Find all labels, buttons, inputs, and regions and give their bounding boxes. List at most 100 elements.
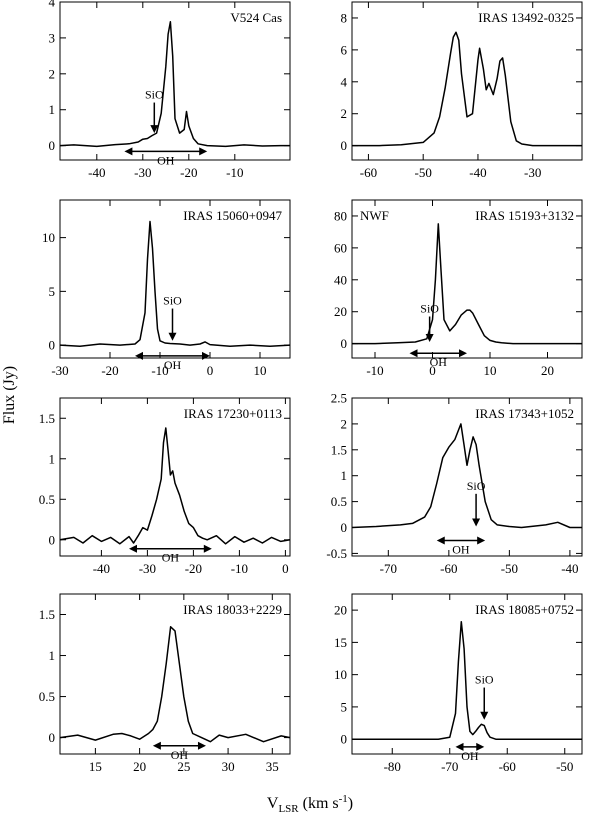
y-tick-label: 15 — [334, 635, 347, 650]
y-tick-label: 0 — [49, 138, 56, 153]
oh-arrowhead-right — [202, 351, 210, 360]
y-tick-label: 5 — [341, 699, 348, 714]
y-tick-label: 10 — [334, 667, 347, 682]
x-tick-label: 25 — [177, 759, 190, 774]
x-tick-label: 0 — [429, 363, 436, 378]
panel-frame — [351, 397, 583, 557]
spectrum-line — [351, 423, 582, 529]
oh-arrowhead-right — [476, 742, 485, 751]
y-tick-label: 1.5 — [331, 442, 347, 457]
panel-title: IRAS 18033+2229 — [183, 602, 282, 617]
oh-arrowhead-left — [436, 536, 445, 545]
panel-frame — [59, 593, 291, 755]
spectrum-panel: -60 -50 -40 -30 0 2 4 6 8 IRAS 13492-0325 — [341, 1, 583, 180]
y-tick-label: 1 — [49, 451, 56, 466]
panel-frame — [351, 199, 583, 359]
spectrum-line — [59, 427, 291, 545]
x-tick-label: -20 — [185, 561, 202, 576]
x-tick-label: -10 — [366, 363, 383, 378]
panel-frame — [59, 1, 291, 161]
panel-title: IRAS 17343+1052 — [475, 406, 574, 421]
x-tick-label: 15 — [89, 759, 102, 774]
y-tick-label: 60 — [334, 240, 347, 255]
oh-arrowhead-right — [203, 544, 212, 553]
x-tick-label: -10 — [226, 165, 243, 180]
sio-arrowhead — [472, 518, 481, 527]
y-tick-label: 20 — [334, 304, 347, 319]
oh-label: OH — [164, 358, 182, 372]
x-tick-label: -60 — [440, 561, 457, 576]
x-tick-label: -10 — [231, 561, 248, 576]
x-tick-label: 0 — [282, 561, 289, 576]
sio-arrowhead — [480, 711, 489, 720]
oh-label: OH — [157, 153, 175, 167]
y-tick-label: 2 — [49, 66, 56, 81]
x-tick-label: -30 — [51, 363, 68, 378]
oh-label: OH — [452, 542, 470, 556]
x-tick-label: -30 — [134, 165, 151, 180]
x-tick-label: -50 — [501, 561, 518, 576]
y-tick-label: 0 — [341, 732, 348, 747]
panel-frame — [351, 593, 583, 755]
oh-arrowhead-left — [124, 147, 133, 156]
spectrum-panel: -10 0 10 20 0 20 40 60 80 IRAS 15193+3132 NWF SiO OH — [334, 199, 583, 378]
panel-frame — [59, 199, 291, 359]
panel-title: IRAS 17230+0113 — [184, 406, 282, 421]
panel-title: IRAS 18085+0752 — [475, 602, 574, 617]
x-tick-label: -30 — [139, 561, 156, 576]
y-tick-label: 0.5 — [331, 494, 347, 509]
x-tick-label: 20 — [133, 759, 146, 774]
y-axis-label: Flux (Jy) — [1, 366, 18, 424]
sio-label: SiO — [145, 88, 164, 102]
panel-frame — [59, 397, 291, 557]
x-tick-label: -50 — [556, 759, 573, 774]
sio-arrowhead — [150, 125, 159, 134]
panel-title: IRAS 15193+3132 — [475, 208, 574, 223]
x-axis-label: VLSR (km s-1) — [267, 793, 353, 815]
sio-arrowhead — [168, 332, 177, 341]
x-tick-label: -30 — [524, 165, 541, 180]
oh-arrowhead-left — [135, 351, 143, 360]
y-tick-label: 2 — [341, 106, 348, 121]
oh-arrowhead-left — [129, 544, 137, 553]
x-tick-label: 20 — [541, 363, 554, 378]
x-tick-label: -70 — [380, 561, 397, 576]
oh-label: OH — [461, 749, 479, 763]
y-tick-label: 0 — [341, 336, 348, 351]
spectrum-panel: -70 -60 -50 -40 -0.5 0 0.5 1 1.5 2 2.5 IRAS 17343+1… — [326, 391, 583, 576]
x-tick-label: -50 — [415, 165, 432, 180]
spectrum-line — [59, 220, 291, 347]
y-tick-label: 0 — [341, 520, 348, 535]
y-tick-label: 40 — [334, 272, 347, 287]
oh-arrowhead-right — [199, 147, 208, 156]
x-tick-label: -70 — [441, 759, 458, 774]
sio-label: SiO — [467, 479, 486, 493]
x-tick-label: -40 — [88, 165, 105, 180]
y-tick-label: 1.5 — [39, 411, 55, 426]
sio-arrowhead — [425, 334, 434, 343]
panel-title: V524 Cas — [230, 10, 282, 25]
y-tick-label: 6 — [341, 42, 348, 57]
spectrum-line — [352, 223, 582, 345]
y-tick-label: 1 — [341, 468, 348, 483]
y-tick-label: 1 — [49, 102, 56, 117]
sio-label: SiO — [420, 302, 439, 316]
y-tick-label: 3 — [49, 30, 56, 45]
y-tick-label: 80 — [334, 208, 347, 223]
oh-arrowhead-left — [455, 742, 464, 751]
x-tick-label: -80 — [384, 759, 401, 774]
oh-arrowhead-left — [409, 349, 418, 358]
spectrum-panel: -80 -70 -60 -50 0 5 10 15 20 IRAS 18085+0752 SiO OH — [334, 593, 583, 774]
oh-arrowhead-right — [197, 741, 206, 750]
spectrum-panel: -30 -20 -10 0 10 0 5 10 IRAS 15060+0947 SiO OH — [42, 199, 291, 378]
y-tick-label: 1 — [49, 648, 56, 663]
x-tick-label: -20 — [180, 165, 197, 180]
oh-label: OH — [430, 355, 448, 369]
panel-subtitle: NWF — [360, 208, 389, 223]
spectrum-line — [59, 21, 290, 148]
panel-frame — [351, 1, 583, 161]
y-tick-label: 4 — [341, 74, 348, 89]
y-tick-label: 5 — [49, 284, 56, 299]
x-tick-label: 0 — [207, 363, 214, 378]
